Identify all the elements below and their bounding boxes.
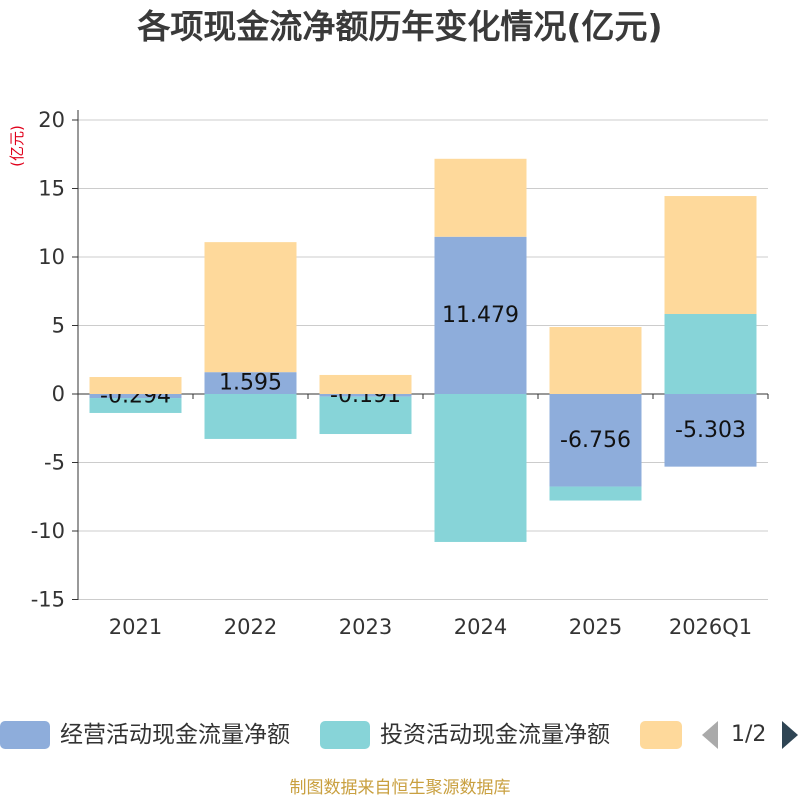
y-tick-label: 5: [52, 314, 65, 338]
bar-third-series-2021: [89, 377, 182, 394]
legend-swatch-operating: [0, 721, 50, 749]
triangle-right-icon[interactable]: [782, 721, 798, 749]
bar-operating-2026Q1: [664, 394, 757, 467]
bar-investing-2025: [549, 486, 642, 501]
gridlines: [78, 119, 768, 600]
legend-item-investing[interactable]: 投资活动现金流量净额: [320, 719, 620, 751]
y-tick-label: 15: [38, 177, 65, 201]
bar-investing-2024: [434, 394, 527, 542]
x-tick-label: 2024: [454, 615, 507, 639]
bar-third-series-2025: [549, 327, 642, 394]
bar-value-label: 1.595: [219, 371, 282, 396]
y-axis-unit-label: (亿元): [8, 125, 26, 167]
legend-item-operating[interactable]: 经营活动现金流量净额: [0, 719, 300, 751]
series-investing-bars: [89, 313, 757, 542]
y-tick-label: -10: [31, 519, 65, 543]
bar-operating-2021: [89, 394, 182, 399]
bar-value-label: 11.479: [442, 303, 519, 328]
bar-third-series-2022: [204, 242, 297, 373]
x-tick-label: 2021: [109, 615, 162, 639]
chart-title: 各项现金流净额历年变化情况(亿元): [137, 7, 663, 46]
bar-operating-2023: [319, 394, 412, 397]
y-tick-label: -5: [44, 451, 65, 475]
legend-swatch-third-series: [640, 721, 682, 749]
legend-item-third-series[interactable]: [640, 719, 682, 751]
y-tick-label: 0: [52, 382, 65, 406]
legend-page-indicator: 1/2: [731, 722, 767, 747]
x-tick-label: 2025: [569, 615, 622, 639]
x-tick-label: 2023: [339, 615, 392, 639]
chart-legend: 经营活动现金流量净额 投资活动现金流量净额 1/2: [0, 719, 800, 751]
legend-label-investing: 投资活动现金流量净额: [380, 722, 610, 748]
y-tick-label: 20: [38, 108, 65, 132]
bar-operating-2022: [204, 372, 297, 394]
series-third-series-bars: [89, 158, 757, 394]
x-axis: 2021 2022 2023 2024 2025 2026Q1: [77, 393, 769, 639]
bar-investing-2023: [319, 396, 412, 435]
y-axis: 20 15 10 5 0 -5 -10 -15: [31, 108, 79, 612]
bar-investing-2022: [204, 394, 297, 439]
bar-value-label: -6.756: [560, 428, 631, 453]
bar-investing-2026Q1: [664, 313, 757, 394]
bar-third-series-2024: [434, 158, 527, 237]
x-tick-label: 2026Q1: [669, 615, 752, 639]
triangle-left-icon[interactable]: [702, 721, 718, 749]
bar-third-series-2026Q1: [664, 196, 757, 314]
legend-swatch-investing: [320, 721, 370, 749]
legend-label-operating: 经营活动现金流量净额: [60, 722, 290, 748]
y-tick-label: -15: [31, 588, 65, 612]
data-source-note: 制图数据来自恒生聚源数据库: [289, 778, 511, 798]
y-tick-label: 10: [38, 245, 65, 269]
x-tick-label: 2022: [224, 615, 277, 639]
bar-investing-2021: [89, 398, 182, 413]
bar-operating-2025: [549, 394, 642, 487]
bar-operating-2024: [434, 236, 527, 394]
bar-value-label: -5.303: [675, 418, 746, 443]
series-operating-bars: [89, 236, 757, 487]
bar-third-series-2023: [319, 374, 412, 394]
stacked-bar-chart: 20 15 10 5 0 -5 -10 -15 2021 2022 2023 2024 2025 2026…: [31, 108, 769, 639]
